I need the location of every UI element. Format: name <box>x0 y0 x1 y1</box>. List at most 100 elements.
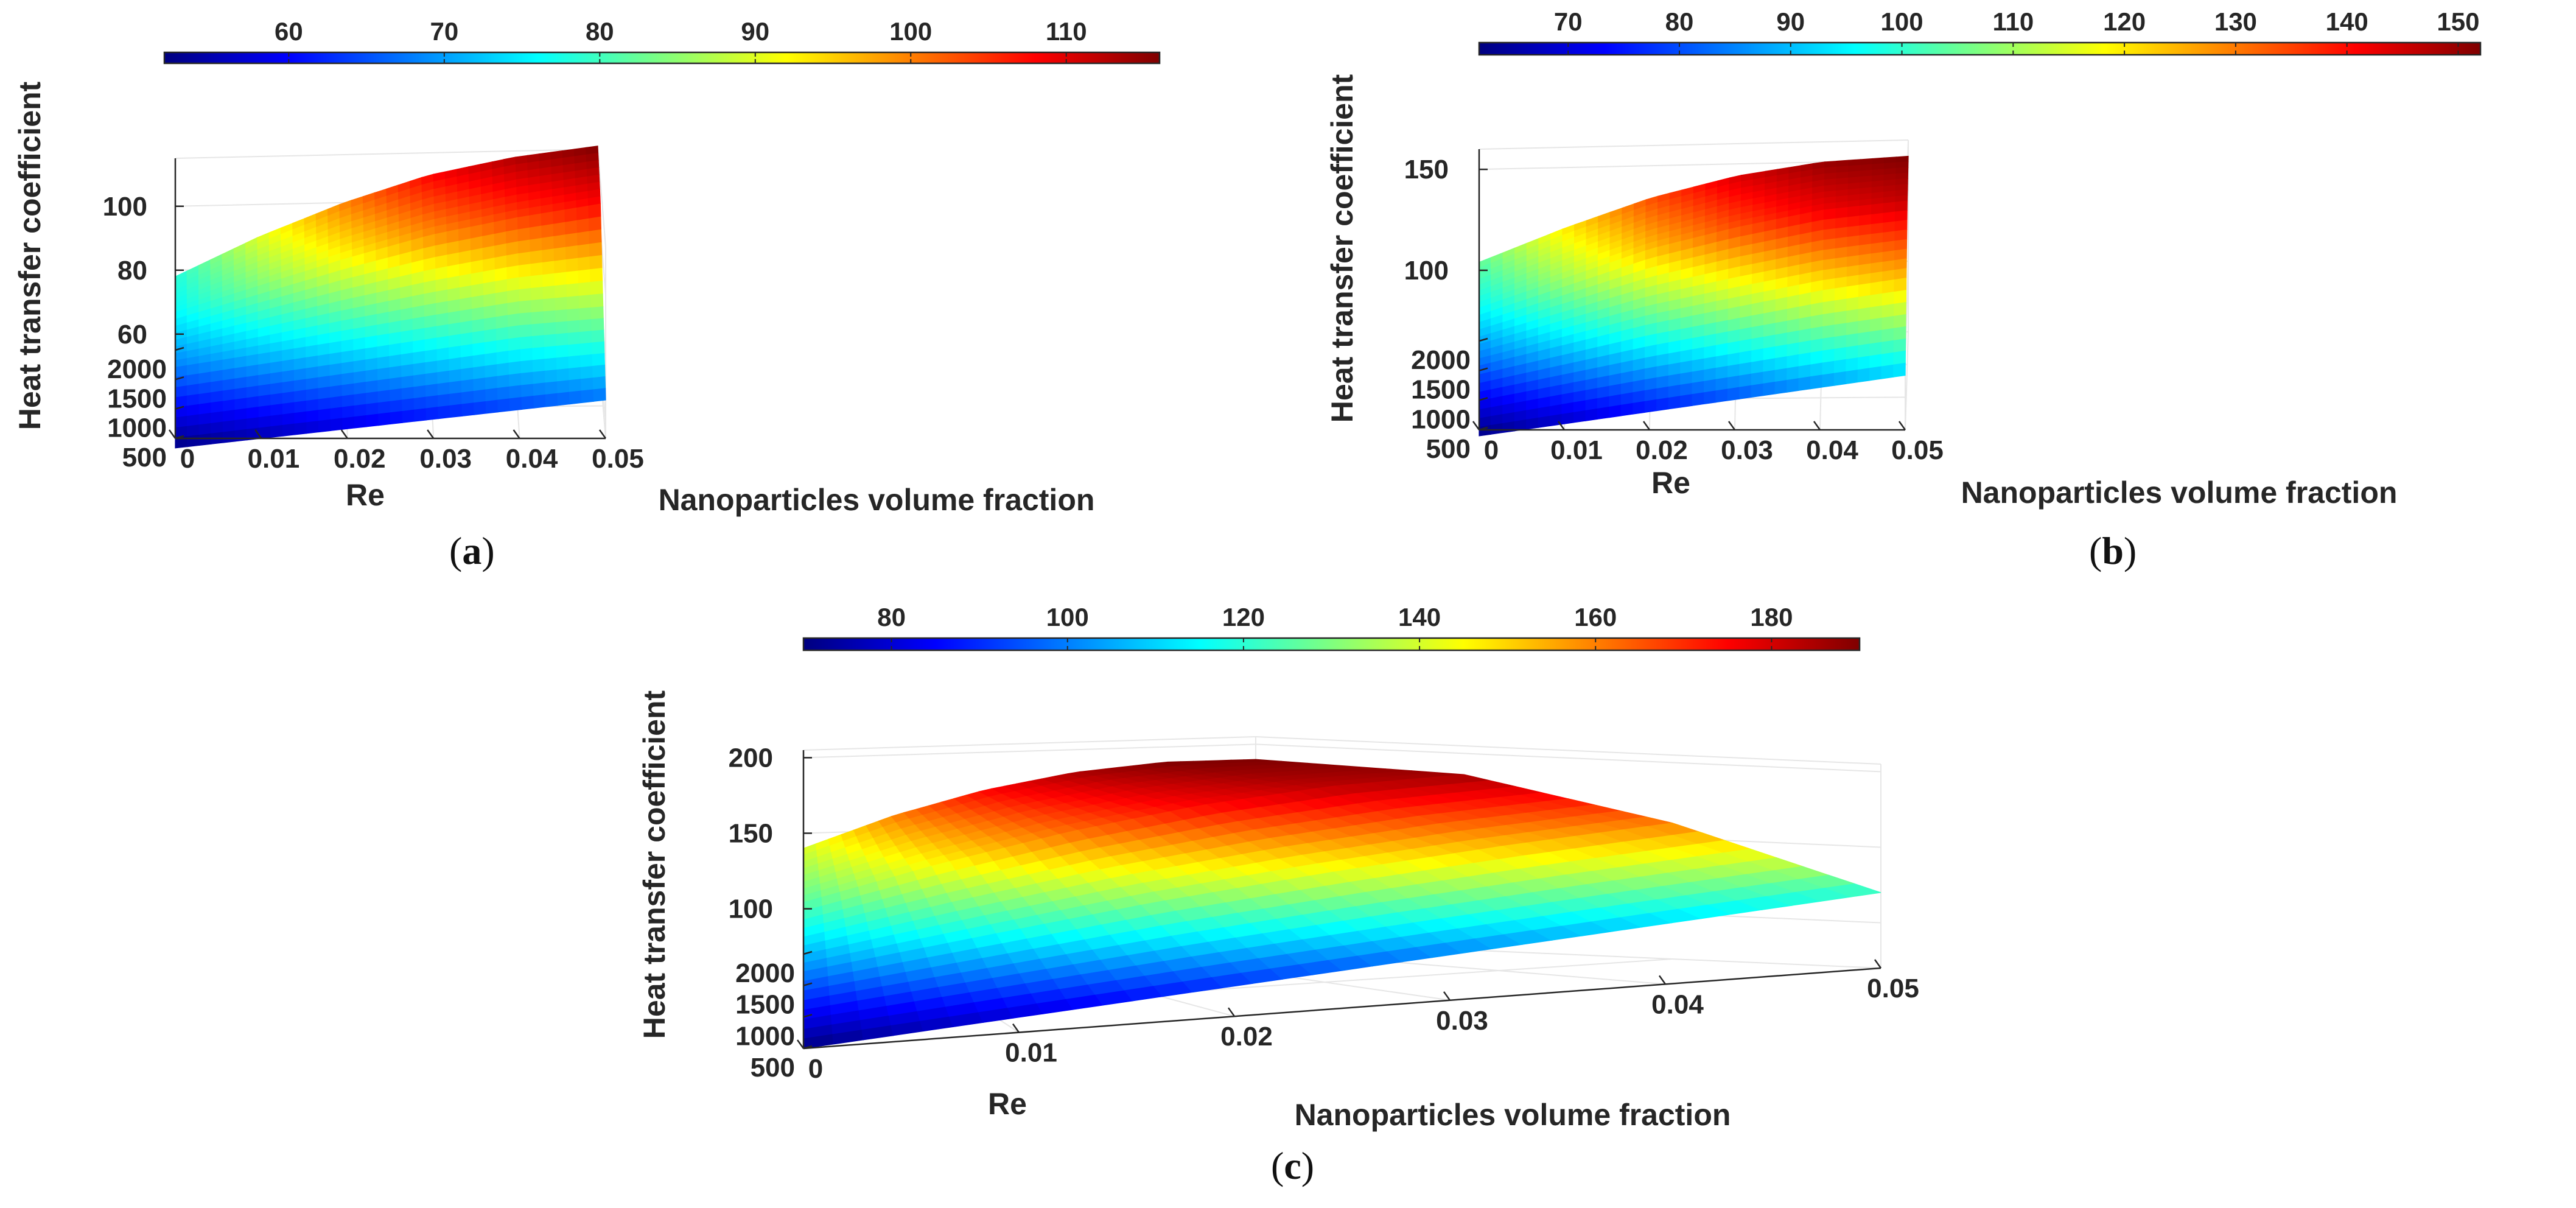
surface-patch-a-430 <box>577 244 590 259</box>
surface-patch-a-709 <box>472 354 486 368</box>
surface-patch-a-703 <box>401 363 415 378</box>
x-tick-label-c-3: 0.03 <box>1436 1006 1488 1036</box>
surface-patch-b-748 <box>1810 338 1824 354</box>
surface-patch-b-394 <box>1883 221 1896 234</box>
surface-patch-a-536 <box>554 284 568 299</box>
surface-patch-b-787 <box>1846 345 1859 360</box>
surface-patch-b-854 <box>1786 378 1799 393</box>
surface-patch-a-669 <box>424 349 438 363</box>
surface-patch-a-632 <box>413 339 426 354</box>
surface-patch-b-391 <box>1847 225 1860 238</box>
surface-patch-b-838 <box>1597 406 1610 420</box>
surface-a <box>175 146 606 449</box>
colorbar-tick-label-a-1: 70 <box>430 17 458 46</box>
x-axis-label-b: Nanoparticles volume fraction <box>1961 476 2398 510</box>
surface-patch-b-644 <box>1858 295 1871 310</box>
surface-patch-b-743 <box>1751 348 1764 363</box>
panel-label-a: (a) <box>449 529 495 572</box>
surface-patch-a-778 <box>437 382 450 396</box>
surface-patch-a-681 <box>567 332 581 346</box>
surface-patch-b-353 <box>1823 218 1836 231</box>
surface-patch-a-740 <box>413 373 427 388</box>
surface-patch-a-593 <box>377 333 390 348</box>
surface-patch-a-626 <box>341 350 354 364</box>
colorbar-tick-label-c-1: 100 <box>1046 603 1089 631</box>
surface-patch-a-392 <box>553 234 567 250</box>
surface-patch-a-627 <box>353 348 366 362</box>
surface-patch-b-716 <box>1858 319 1871 334</box>
re-tick-mark-c-3 <box>803 1045 813 1050</box>
re-tick-label-b-2: 1000 <box>1411 404 1471 434</box>
surface-patch-a-811 <box>401 398 415 412</box>
surface-patch-a-717 <box>567 343 581 357</box>
surface-patch-a-568 <box>507 301 520 316</box>
surface-patch-b-678 <box>1834 311 1847 326</box>
surface-patch-a-354 <box>529 225 542 241</box>
surface-patch-b-845 <box>1679 394 1693 408</box>
surface-patch-a-465 <box>565 258 579 273</box>
surface-patch-a-767 <box>306 399 319 412</box>
surface-patch-a-743 <box>449 369 462 383</box>
surface-patch-a-499 <box>542 273 556 288</box>
surface-patch-b-830 <box>1502 421 1516 434</box>
surface-patch-a-571 <box>542 298 556 312</box>
colorbar-tick-label-c-5: 180 <box>1750 603 1793 631</box>
surface-patch-b-744 <box>1763 346 1776 361</box>
colorbar-bar-c <box>802 637 1861 651</box>
colorbar-tick-label-a-0: 60 <box>275 17 303 46</box>
surface-patch-a-558 <box>388 320 402 335</box>
surface-patch-a-815 <box>449 392 463 407</box>
surface-patch-b-810 <box>1692 381 1705 395</box>
surface-patch-b-856 <box>1810 374 1823 390</box>
surface-patch-b-717 <box>1869 317 1883 332</box>
surface-patch-b-641 <box>1822 300 1836 315</box>
surface-patch-a-654 <box>246 374 259 388</box>
surface-patch-b-774 <box>1692 370 1705 384</box>
re-tick-label-a-1: 1500 <box>107 384 167 413</box>
x-tick-mark-a-1 <box>254 429 262 439</box>
surface-patch-b-712 <box>1810 326 1824 342</box>
surface-patch-a-497 <box>519 276 532 290</box>
surface-patch-a-395 <box>589 229 602 245</box>
surface-patch-b-850 <box>1739 385 1752 399</box>
surface-patch-b-320 <box>1859 204 1872 217</box>
surface-patch-b-358 <box>1883 211 1896 224</box>
surface-patch-a-795 <box>211 421 224 434</box>
surface-patch-a-754 <box>580 354 593 368</box>
re-tick-mark-b-0 <box>1479 337 1488 342</box>
surface-patch-b-815 <box>1751 371 1764 386</box>
surface-patch-b-833 <box>1538 415 1551 428</box>
surface-patch-a-617 <box>234 366 247 379</box>
surface-patch-a-729 <box>282 391 295 405</box>
surface-patch-a-565 <box>471 306 485 321</box>
surface-patch-a-843 <box>354 415 367 429</box>
surface-patch-a-773 <box>377 390 391 404</box>
surface-patch-b-643 <box>1846 297 1860 312</box>
surface-patch-b-742 <box>1739 350 1752 365</box>
surface-patch-a-638 <box>484 328 497 343</box>
surface-patch-a-671 <box>448 345 462 360</box>
surface-patch-a-769 <box>330 396 343 410</box>
surface-patch-a-569 <box>519 300 533 314</box>
surface-patch-b-319 <box>1847 205 1860 218</box>
surface-patch-a-844 <box>366 413 379 427</box>
surface-patch-a-733 <box>329 385 343 399</box>
surface-patch-a-794 <box>198 423 212 436</box>
x-tick-label-c-0: 0 <box>808 1054 823 1084</box>
surface-patch-b-785 <box>1822 348 1835 363</box>
surface-patch-b-813 <box>1727 375 1740 390</box>
surface-patch-a-846 <box>390 410 403 425</box>
surface-patch-a-751 <box>544 357 558 372</box>
surface-patch-b-778 <box>1739 362 1752 377</box>
surface-patch-b-772 <box>1668 373 1681 388</box>
surface-patch-a-661 <box>329 363 343 377</box>
re-tick-mark-c-2 <box>803 1014 813 1018</box>
box-edge-a-3 <box>175 149 598 159</box>
surface-patch-b-857 <box>1822 373 1835 388</box>
surface-patch-a-655 <box>258 373 271 387</box>
surface-patch-a-323 <box>588 203 601 219</box>
surface-patch-a-642 <box>531 323 545 337</box>
surface-patch-b-430 <box>1882 231 1895 244</box>
surface-patch-b-751 <box>1846 333 1859 348</box>
colorbar-tick-label-b-6: 130 <box>2214 7 2257 36</box>
